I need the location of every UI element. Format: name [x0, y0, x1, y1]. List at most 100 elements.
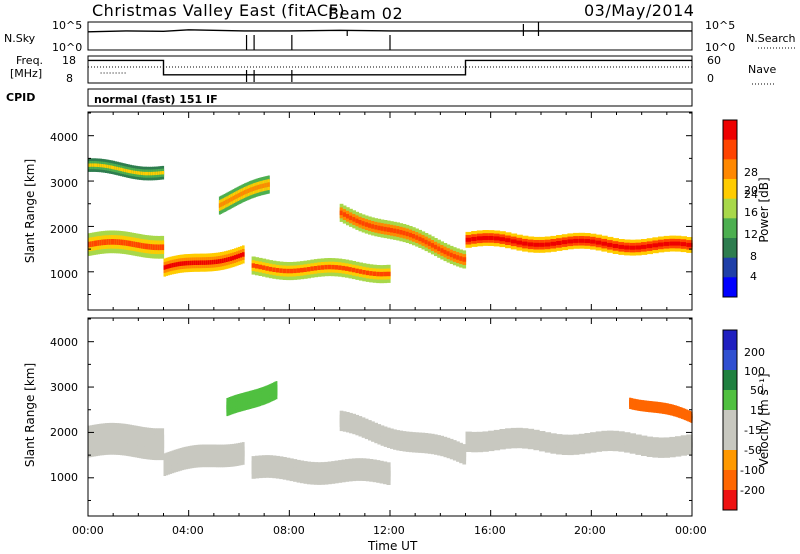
- x-axis-ticks: [87, 112, 693, 516]
- data-cell: [421, 440, 426, 446]
- data-cell: [129, 436, 132, 445]
- data-cell: [412, 439, 416, 445]
- data-cell: [362, 466, 367, 473]
- noise-right-tick-bottom: 10^0: [705, 41, 735, 54]
- data-cell: [123, 239, 127, 246]
- data-cell: [674, 409, 677, 413]
- data-cell: [112, 434, 115, 443]
- data-cell: [122, 239, 125, 246]
- colorbar-swatch: [723, 410, 737, 431]
- data-cell: [282, 268, 287, 274]
- data-cell: [612, 438, 619, 444]
- velocity-panel: Slant Range [km] 4000 3000 2000 1000: [23, 317, 693, 517]
- data-cell: [665, 407, 668, 411]
- data-cell: [415, 439, 419, 445]
- cpid-label: CPID: [6, 91, 35, 104]
- noise-left-tick-bottom: 10^0: [52, 41, 82, 54]
- data-cell: [238, 451, 241, 458]
- data-cell: [675, 443, 682, 449]
- power-cb-tick: 28: [744, 166, 758, 179]
- freq-panel: Freq. [MHz] 18 8 60 0 Nave: [10, 54, 776, 85]
- colorbar-swatch: [723, 430, 737, 451]
- data-cell: [669, 444, 676, 450]
- data-cell: [629, 440, 636, 446]
- data-cell: [157, 171, 161, 175]
- data-cell: [471, 439, 478, 445]
- data-cell: [601, 438, 608, 444]
- velocity-cb-tick: -15: [744, 424, 762, 437]
- data-cell: [544, 439, 552, 445]
- data-cell: [362, 270, 367, 275]
- data-cell: [355, 466, 360, 473]
- data-cell: [99, 163, 102, 168]
- data-cell: [618, 439, 625, 445]
- data-cell: [247, 398, 250, 403]
- data-cell: [358, 269, 363, 274]
- data-cell: [93, 436, 97, 445]
- data-cell: [386, 227, 391, 232]
- data-cell: [352, 217, 356, 222]
- power-cb-tick: 24: [744, 188, 758, 201]
- data-cell: [155, 171, 159, 175]
- noise-panel: N.Sky 10^5 10^0 10^5 10^0 N.Search: [4, 19, 796, 54]
- data-cell: [221, 258, 225, 263]
- data-cell: [488, 438, 495, 444]
- data-cell: [635, 403, 638, 407]
- data-cell: [118, 435, 121, 443]
- data-cell: [195, 260, 199, 265]
- data-cell: [527, 242, 535, 247]
- data-cell: [368, 427, 372, 433]
- x-tick-label: 04:00: [172, 524, 204, 537]
- freq-right-tick-top: 60: [707, 54, 721, 67]
- data-cell: [446, 445, 451, 451]
- data-cell: [405, 439, 410, 445]
- data-cell: [254, 396, 256, 401]
- data-cell: [646, 444, 653, 450]
- data-cell: [150, 171, 153, 176]
- data-cell: [590, 439, 597, 445]
- data-cell: [255, 396, 258, 401]
- data-cell: [482, 439, 489, 445]
- data-cell: [282, 465, 287, 472]
- data-cell: [635, 442, 642, 448]
- data-cell: [144, 243, 148, 250]
- data-cell: [396, 229, 400, 234]
- power-cb-tick: 12: [744, 228, 758, 241]
- data-cell: [633, 403, 636, 406]
- data-cell: [213, 453, 217, 459]
- data-cell: [349, 215, 353, 221]
- data-cell: [193, 453, 197, 460]
- data-cell: [241, 399, 244, 405]
- data-cell: [380, 226, 385, 231]
- data-cell: [465, 237, 472, 242]
- data-cell: [154, 440, 157, 449]
- data-cell: [539, 242, 546, 247]
- colorbar-swatch: [723, 179, 737, 200]
- data-cell: [95, 436, 98, 445]
- data-cell: [237, 193, 240, 198]
- data-cell: [670, 408, 673, 412]
- data-cell: [386, 470, 391, 477]
- velocity-ytick: 3000: [50, 381, 78, 394]
- data-cell: [88, 241, 91, 248]
- data-cell: [165, 264, 169, 270]
- data-cell: [258, 264, 263, 270]
- data-cell: [636, 403, 640, 407]
- data-cell: [355, 422, 360, 428]
- data-cell: [207, 260, 211, 265]
- x-tick-label: 16:00: [474, 524, 506, 537]
- data-cell: [376, 271, 381, 277]
- data-cell: [148, 439, 151, 448]
- data-cell: [654, 405, 657, 409]
- beam-label: Beam 02: [328, 4, 403, 23]
- data-cell: [355, 218, 360, 224]
- data-cell: [443, 444, 448, 450]
- data-cell: [197, 260, 201, 265]
- data-cell: [103, 239, 106, 246]
- data-cell: [361, 221, 366, 226]
- data-cell: [268, 266, 273, 272]
- data-cell: [165, 461, 169, 467]
- power-cb-tick: 16: [744, 206, 758, 219]
- data-cell: [327, 470, 332, 476]
- data-cell: [266, 182, 269, 188]
